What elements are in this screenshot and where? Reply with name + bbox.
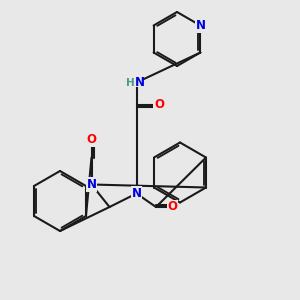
Text: O: O [154, 98, 164, 112]
Text: N: N [195, 19, 206, 32]
FancyBboxPatch shape [130, 78, 143, 87]
FancyBboxPatch shape [88, 181, 95, 188]
FancyBboxPatch shape [169, 203, 176, 211]
FancyBboxPatch shape [197, 22, 204, 29]
Text: N: N [131, 187, 142, 200]
Text: O: O [167, 200, 178, 214]
FancyBboxPatch shape [88, 135, 95, 144]
Text: N: N [86, 178, 97, 191]
Text: N: N [134, 76, 145, 89]
Text: O: O [86, 133, 97, 146]
Text: H: H [125, 77, 134, 88]
FancyBboxPatch shape [133, 190, 140, 197]
FancyBboxPatch shape [155, 101, 163, 109]
